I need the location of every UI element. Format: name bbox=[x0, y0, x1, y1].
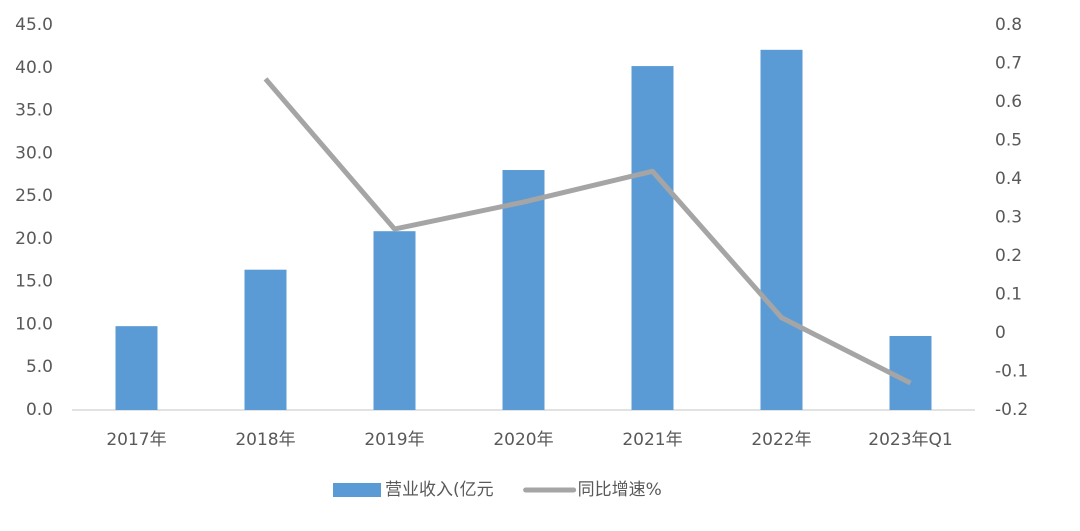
y-tick-label: 25.0 bbox=[15, 186, 53, 206]
x-tick-label: 2023年Q1 bbox=[868, 430, 952, 450]
y-tick-label: 10.0 bbox=[15, 314, 53, 334]
y-tick-label: 45.0 bbox=[15, 15, 53, 35]
y-tick-label: 30.0 bbox=[15, 143, 53, 163]
legend-swatch bbox=[333, 483, 381, 497]
bar bbox=[502, 170, 545, 410]
x-tick-label: 2020年 bbox=[493, 430, 553, 450]
x-tick-label: 2017年 bbox=[106, 430, 166, 450]
y-tick-label: 0.0 bbox=[26, 400, 53, 420]
y2-tick-label: 0.4 bbox=[995, 169, 1022, 189]
bar bbox=[760, 49, 803, 411]
x-tick-label: 2019年 bbox=[364, 430, 424, 450]
legend-label: 营业收入(亿元 bbox=[385, 480, 494, 500]
bar bbox=[373, 231, 416, 410]
y2-tick-label: 0.8 bbox=[995, 15, 1022, 35]
y-tick-label: 35.0 bbox=[15, 101, 53, 121]
legend-label: 同比增速% bbox=[578, 480, 662, 500]
y2-tick-label: 0.5 bbox=[995, 131, 1022, 151]
y-tick-label: 15.0 bbox=[15, 272, 53, 292]
bar bbox=[631, 66, 674, 411]
y2-tick-label: -0.2 bbox=[995, 400, 1028, 420]
y2-tick-label: 0 bbox=[995, 323, 1006, 343]
y2-tick-label: 0.1 bbox=[995, 285, 1022, 305]
line bbox=[263, 77, 912, 386]
x-tick-label: 2018年 bbox=[235, 430, 295, 450]
y-tick-label: 5.0 bbox=[26, 357, 53, 377]
y2-tick-label: 0.6 bbox=[995, 92, 1022, 112]
y-tick-label: 40.0 bbox=[15, 58, 53, 78]
x-tick-label: 2021年 bbox=[622, 430, 682, 450]
bar bbox=[115, 326, 158, 410]
bar bbox=[244, 269, 287, 410]
bar bbox=[889, 335, 932, 410]
x-tick-label: 2022年 bbox=[751, 430, 811, 450]
y2-tick-label: 0.3 bbox=[995, 208, 1022, 228]
y-tick-label: 20.0 bbox=[15, 229, 53, 249]
y2-tick-label: 0.2 bbox=[995, 246, 1022, 266]
y2-tick-label: 0.7 bbox=[995, 54, 1022, 74]
y2-tick-label: -0.1 bbox=[995, 362, 1028, 382]
